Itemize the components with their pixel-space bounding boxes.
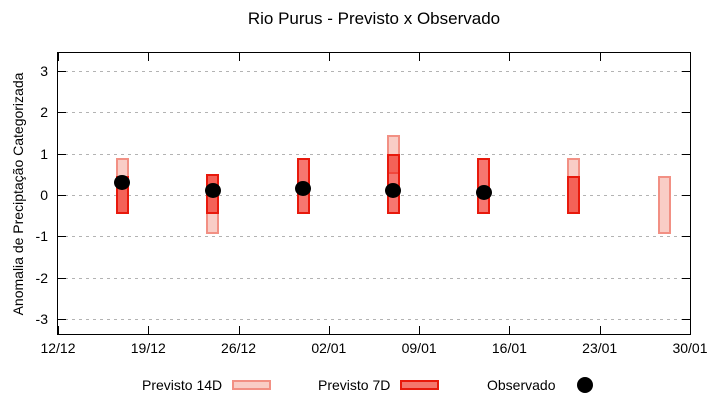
observed-dot bbox=[385, 183, 402, 199]
x-tick-label: 12/12 bbox=[40, 340, 76, 356]
x-tick-mark bbox=[238, 53, 240, 61]
y-tick-mark bbox=[58, 71, 66, 72]
forecast-14d-bar bbox=[657, 176, 671, 235]
x-tick-mark bbox=[419, 53, 421, 61]
y-tick-mark bbox=[682, 318, 690, 320]
legend-item-previsto-14d: Previsto 14D bbox=[142, 374, 272, 396]
y-tick-mark bbox=[58, 195, 66, 196]
x-tick-mark bbox=[690, 53, 691, 61]
legend-label-previsto-14d: Previsto 14D bbox=[142, 377, 223, 393]
x-tick-label: 02/01 bbox=[311, 340, 347, 356]
y-tick-mark bbox=[682, 112, 690, 114]
x-tick-label: 23/01 bbox=[582, 340, 618, 356]
y-tick-label: 0 bbox=[40, 187, 48, 203]
x-tick-label: 09/01 bbox=[401, 340, 437, 356]
x-tick-mark bbox=[328, 326, 330, 334]
legend-swatch-14d bbox=[232, 380, 272, 390]
x-tick-mark bbox=[328, 53, 330, 61]
y-tick-mark bbox=[682, 236, 690, 238]
gridline bbox=[58, 153, 690, 155]
x-tick-mark bbox=[238, 326, 240, 334]
plot-area bbox=[57, 52, 691, 335]
observed-dot bbox=[295, 181, 312, 197]
x-tick-label: 30/01 bbox=[672, 340, 708, 356]
legend-label-previsto-7d: Previsto 7D bbox=[318, 377, 391, 393]
x-tick-mark bbox=[148, 326, 150, 334]
x-tick-label: 16/01 bbox=[491, 340, 527, 356]
x-tick-mark bbox=[58, 53, 59, 61]
forecast-7d-bar bbox=[567, 176, 581, 214]
x-tick-mark bbox=[509, 326, 511, 334]
y-tick-mark bbox=[58, 318, 66, 320]
gridline bbox=[58, 71, 690, 72]
x-tick-mark bbox=[58, 326, 59, 334]
observed-dot bbox=[475, 185, 492, 201]
y-tick-label: 1 bbox=[40, 145, 48, 162]
legend-item-previsto-7d: Previsto 7D bbox=[318, 374, 440, 396]
y-tick-label: -3 bbox=[35, 310, 48, 327]
x-tick-mark bbox=[509, 53, 511, 61]
y-tick-mark bbox=[58, 112, 66, 114]
x-tick-mark bbox=[599, 326, 601, 334]
observed-dot bbox=[204, 183, 221, 199]
y-tick-mark bbox=[58, 236, 66, 238]
x-tick-mark bbox=[419, 326, 421, 334]
x-tick-label: 19/12 bbox=[130, 340, 166, 356]
y-tick-mark bbox=[58, 153, 66, 155]
y-tick-mark bbox=[682, 71, 690, 72]
gridline bbox=[58, 277, 690, 279]
gridline bbox=[58, 112, 690, 114]
legend-swatch-7d bbox=[400, 380, 440, 390]
legend-item-observado: Observado bbox=[487, 374, 594, 396]
chart-title: Rio Purus - Previsto x Observado bbox=[247, 9, 501, 28]
y-tick-mark bbox=[682, 277, 690, 279]
legend-dot-icon bbox=[577, 377, 594, 393]
y-tick-label: 2 bbox=[40, 104, 48, 121]
x-tick-label: 26/12 bbox=[221, 340, 257, 356]
gridline bbox=[58, 236, 690, 238]
x-tick-mark bbox=[148, 53, 150, 61]
legend-label-observado: Observado bbox=[487, 377, 556, 393]
y-tick-label: -1 bbox=[35, 228, 48, 245]
x-tick-mark bbox=[690, 326, 691, 334]
observed-dot bbox=[114, 175, 131, 191]
y-tick-mark bbox=[58, 277, 66, 279]
gridline bbox=[58, 318, 690, 320]
y-tick-label: -2 bbox=[35, 269, 48, 286]
y-tick-label: 3 bbox=[40, 63, 48, 79]
y-tick-mark bbox=[682, 195, 690, 196]
y-tick-mark bbox=[682, 153, 690, 155]
gridline bbox=[58, 195, 690, 196]
x-tick-mark bbox=[599, 53, 601, 61]
